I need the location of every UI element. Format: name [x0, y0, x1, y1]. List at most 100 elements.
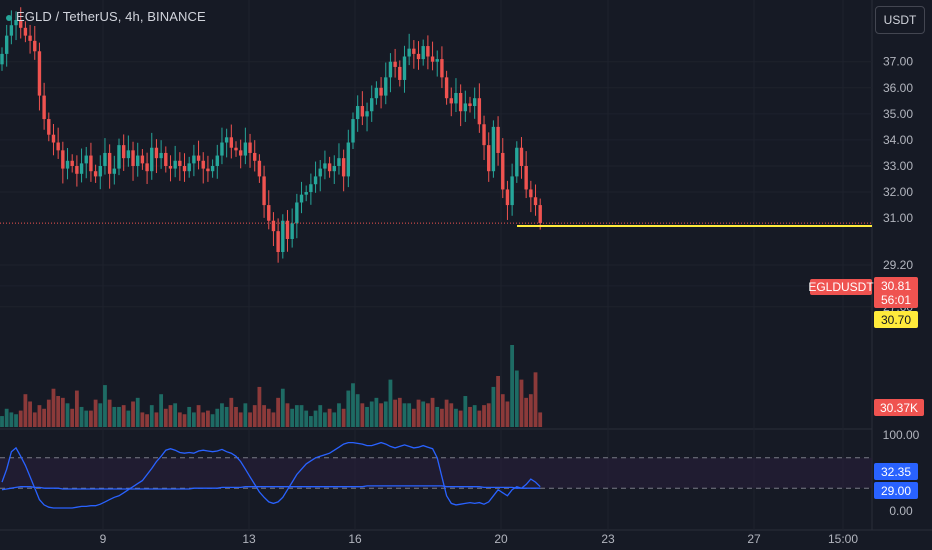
candle-body — [276, 231, 280, 253]
candle-body — [42, 95, 46, 120]
candle-body — [365, 111, 369, 117]
candle-body — [370, 98, 374, 112]
currency-button[interactable]: USDT — [875, 6, 925, 34]
volume-bar — [299, 405, 304, 427]
price-tick-label: 32.00 — [883, 185, 913, 199]
volume-bar — [206, 410, 210, 427]
volume-bar — [173, 403, 178, 427]
rsi-ma-line — [1, 485, 541, 491]
candle-body — [351, 119, 355, 143]
volume-bar — [397, 397, 402, 427]
volume-bar — [482, 405, 486, 427]
candle-body — [107, 152, 112, 174]
candle-body — [28, 35, 32, 41]
volume-bar — [229, 397, 234, 427]
candle-body — [196, 155, 201, 161]
candle-body — [313, 176, 318, 185]
candle-body — [75, 165, 79, 174]
volume-bar — [112, 406, 117, 427]
candle-body — [182, 165, 187, 172]
volume-bar — [407, 403, 412, 427]
volume-bar — [0, 416, 4, 427]
volume-bar — [51, 388, 56, 427]
candle-body — [501, 152, 505, 190]
volume-bar — [280, 388, 285, 427]
candles — [0, 7, 542, 263]
volume-bar — [538, 412, 543, 427]
volume-bar — [46, 399, 51, 427]
volume-bar — [266, 408, 271, 427]
candle-body — [379, 87, 383, 96]
candle-body — [98, 165, 102, 177]
time-tick-label: 15:00 — [828, 532, 858, 546]
candle-body — [126, 150, 131, 159]
candle-body — [140, 155, 145, 164]
volume-bar — [430, 397, 435, 427]
candle-body — [93, 171, 98, 177]
volume-bar — [379, 403, 383, 427]
price-tick-label: 34.00 — [883, 133, 913, 147]
rsi-tick-label: 100.00 — [883, 428, 920, 442]
candle-body — [454, 92, 458, 104]
candle-body — [323, 163, 327, 169]
candle-body — [538, 205, 542, 224]
symbol-separator: / — [55, 9, 60, 24]
candle-body — [131, 150, 135, 166]
candle-body — [201, 160, 205, 169]
volume-bar — [313, 410, 318, 427]
price-tick-label: 37.00 — [883, 55, 913, 69]
rsi-pane — [0, 441, 872, 509]
volume-bar — [14, 414, 18, 427]
candle-body — [121, 145, 126, 159]
volume-bar — [388, 379, 393, 427]
candle-body — [346, 142, 351, 177]
volume-bar — [524, 397, 529, 427]
time-tick-label: 20 — [494, 532, 508, 546]
symbol: EGLD — [16, 9, 52, 24]
rsi-ma-tag: 29.00 — [881, 484, 911, 498]
candle-body — [388, 61, 393, 78]
volume-bar — [70, 408, 75, 427]
candle-body — [477, 98, 482, 125]
candle-body — [14, 20, 18, 26]
candle-body — [426, 46, 430, 57]
candle-body — [524, 165, 528, 190]
volume-bar — [243, 403, 248, 427]
volume-bar — [323, 412, 327, 427]
symbol-header[interactable]: EGLD / TetherUS, 4h, BINANCE — [6, 9, 206, 24]
candle-body — [384, 77, 388, 96]
candle-body — [430, 56, 435, 62]
volume-bar — [56, 396, 61, 427]
volume-bar — [191, 412, 196, 427]
candle-body — [159, 152, 163, 159]
candle-body — [491, 126, 496, 172]
volume-bar — [32, 412, 37, 427]
candle-body — [89, 155, 93, 172]
candle-body — [505, 189, 510, 206]
volume-bar — [500, 394, 505, 427]
volume-bar — [257, 386, 262, 427]
volume-bar — [496, 375, 500, 427]
volume-bar — [215, 408, 220, 427]
volume-bar — [383, 401, 388, 427]
candle-body — [253, 152, 257, 161]
candle-body — [281, 220, 285, 253]
candle-body — [515, 147, 519, 177]
candle-body — [304, 192, 308, 195]
candle-body — [318, 168, 322, 177]
volume-bar — [182, 414, 187, 427]
candle-body — [341, 158, 346, 177]
interval: 4h — [125, 9, 140, 24]
volume-bar — [360, 403, 365, 427]
volume-bar — [234, 406, 238, 427]
candle-body — [262, 176, 266, 206]
volume-bar — [355, 394, 360, 427]
volume-bar — [327, 408, 332, 427]
candle-body — [70, 160, 74, 166]
volume-bar — [177, 412, 182, 427]
candle-body — [220, 142, 224, 156]
volume-bar — [346, 390, 351, 427]
candle-body — [355, 106, 360, 120]
candle-body — [337, 158, 341, 166]
